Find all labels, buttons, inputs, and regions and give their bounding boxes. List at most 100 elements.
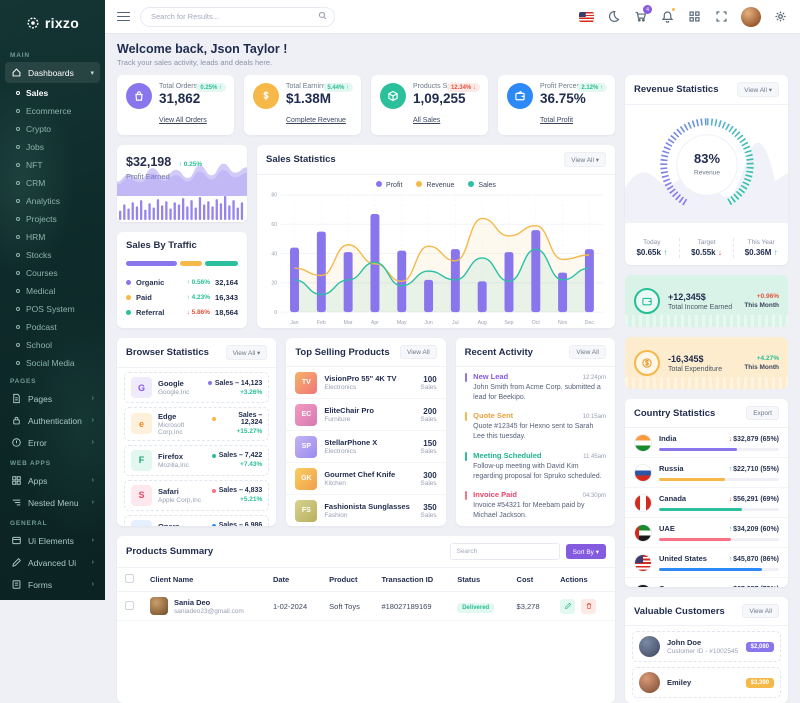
column-header[interactable]: Actions xyxy=(552,568,615,592)
browser-statistics-card: Browser Statistics View All ▾ G Google G… xyxy=(117,338,276,526)
chevron-right-icon: › xyxy=(92,439,94,446)
svg-text:Dec: Dec xyxy=(585,320,595,326)
column-header[interactable]: Date xyxy=(265,568,321,592)
sidebar-item-dashboards[interactable]: Dashboards ▾ xyxy=(5,62,100,83)
sidebar-item-nested-menu[interactable]: Nested Menu› xyxy=(5,492,100,513)
select-all-checkbox[interactable] xyxy=(125,574,134,583)
complete-revenue-link[interactable]: Complete Revenue xyxy=(286,117,346,124)
browser-row: F Firefox Mozilla,Inc Sales – 7,422 +7.4… xyxy=(124,445,269,476)
view-all-orders-link[interactable]: View All Orders xyxy=(159,117,207,124)
sidebar-subitem-label: Ecommerce xyxy=(26,106,71,116)
browser-logo-icon: G xyxy=(131,377,152,398)
activity-item: Quote Sent 10:15am Quote #12345 for Hexn… xyxy=(456,406,615,445)
svg-text:May: May xyxy=(397,320,407,326)
country-flag-icon xyxy=(634,524,652,542)
settings-gear-icon[interactable] xyxy=(773,9,788,24)
chevron-right-icon: › xyxy=(92,417,94,424)
column-header[interactable]: Status xyxy=(449,568,508,592)
row-checkbox[interactable] xyxy=(125,601,134,610)
stat-badge: 2.12% ↑ xyxy=(577,83,607,92)
activity-item: Invoice Paid 04:30pm Invoice #54321 for … xyxy=(456,485,615,524)
chevron-down-icon: ▾ xyxy=(90,69,94,77)
sidebar-subitem[interactable]: Crypto xyxy=(0,120,105,138)
sidebar-subitem[interactable]: Analytics xyxy=(0,192,105,210)
column-header[interactable]: Product xyxy=(321,568,373,592)
sidebar-item-error[interactable]: Error› xyxy=(5,432,100,453)
view-all-button[interactable]: View All ▾ xyxy=(226,345,268,360)
series-dot-icon xyxy=(212,489,216,493)
sidebar-item-ui-elements[interactable]: Ui Elements› xyxy=(5,530,100,551)
customer-amount-badge: $2,080 xyxy=(746,642,774,652)
sidebar-subitem[interactable]: Podcast xyxy=(0,318,105,336)
all-sales-link[interactable]: All Sales xyxy=(413,117,440,124)
products-summary-card: Products Summary Sort By ▾ Client Name D… xyxy=(117,536,615,703)
svg-text:Feb: Feb xyxy=(317,320,326,326)
sidebar-subitem[interactable]: Courses xyxy=(0,264,105,282)
sidebar-item-apps[interactable]: Apps› xyxy=(5,470,100,491)
edit-button[interactable] xyxy=(560,599,575,614)
sidebar-subitem[interactable]: School xyxy=(0,336,105,354)
sidebar-item-authentication[interactable]: Authentication› xyxy=(5,410,100,431)
sidebar-item-forms[interactable]: Forms› xyxy=(5,574,100,595)
sidebar-subitem[interactable]: Stocks xyxy=(0,246,105,264)
country-row: Russia ↑$22,710 (55%) xyxy=(625,458,788,488)
user-avatar[interactable] xyxy=(741,7,761,27)
export-button[interactable]: Export xyxy=(746,406,779,420)
cart-icon[interactable]: 4 xyxy=(633,9,648,24)
customer-row: Emiley $3,390 xyxy=(632,667,781,698)
chevron-right-icon: › xyxy=(92,477,94,484)
view-all-button[interactable]: View All xyxy=(569,345,606,359)
view-all-button[interactable]: View All ▾ xyxy=(564,152,606,167)
stat-value: 1,09,255 xyxy=(413,91,466,106)
notifications-bell-icon[interactable] xyxy=(660,9,675,24)
sort-by-button[interactable]: Sort By ▾ xyxy=(566,544,606,559)
sidebar-subitem[interactable]: Sales xyxy=(0,84,105,102)
series-dot-icon xyxy=(212,454,216,458)
sidebar-subitem[interactable]: Social Media xyxy=(0,354,105,372)
sidebar-subitem[interactable]: NFT xyxy=(0,156,105,174)
dark-mode-moon-icon[interactable] xyxy=(606,9,621,24)
sidebar-item-pages[interactable]: Pages› xyxy=(5,388,100,409)
total-profit-link[interactable]: Total Profit xyxy=(540,117,573,124)
cell-product: Soft Toys xyxy=(321,592,373,621)
sidebar-item-label: Ui Elements xyxy=(28,536,74,546)
total-expenditure-card: -16,345$ Total Expenditure +4.27% This M… xyxy=(625,337,788,389)
sidebar-subitem[interactable]: POS System xyxy=(0,300,105,318)
apps-grid-icon[interactable] xyxy=(687,9,702,24)
expense-value: -16,345$ xyxy=(668,354,722,364)
sidebar-subitem-label: CRM xyxy=(26,178,45,188)
sidebar-item-advanced-ui[interactable]: Advanced Ui› xyxy=(5,552,100,573)
svg-text:Jan: Jan xyxy=(290,320,298,326)
view-all-button[interactable]: View All xyxy=(742,604,779,618)
column-header[interactable]: Transaction ID xyxy=(373,568,449,592)
sidebar-subitem[interactable]: Jobs xyxy=(0,138,105,156)
sales-by-traffic-card: Sales By Traffic Organic ↑ 0.56% xyxy=(117,232,247,328)
cell-transaction-id: #18027189169 xyxy=(373,592,449,621)
search-input[interactable] xyxy=(140,7,335,27)
delete-button[interactable] xyxy=(581,599,596,614)
sidebar-subitem[interactable]: CRM xyxy=(0,174,105,192)
table-search-input[interactable] xyxy=(450,543,560,560)
sidebar-item-label: Dashboards xyxy=(28,68,74,78)
sidebar-subitem[interactable]: HRM xyxy=(0,228,105,246)
hamburger-menu-icon[interactable] xyxy=(117,9,130,23)
language-flag-icon[interactable] xyxy=(579,12,594,22)
column-header[interactable]: Client Name xyxy=(142,568,265,592)
view-all-button[interactable]: View All xyxy=(400,345,437,359)
column-header[interactable]: Cost xyxy=(509,568,553,592)
fullscreen-icon[interactable] xyxy=(714,9,729,24)
bullet-icon xyxy=(16,181,20,185)
sidebar-item-utilities[interactable]: Utilities› xyxy=(5,596,100,600)
trend-up-icon: ↑ xyxy=(774,248,778,257)
sidebar-subitem[interactable]: Projects xyxy=(0,210,105,228)
file-icon xyxy=(11,393,22,404)
customer-avatar xyxy=(639,636,660,657)
view-all-button[interactable]: View All ▾ xyxy=(737,82,779,97)
activity-marker xyxy=(465,373,468,382)
chevron-right-icon: › xyxy=(92,395,94,402)
sidebar-subitem[interactable]: Medical xyxy=(0,282,105,300)
sidebar-subitem-label: Crypto xyxy=(26,124,51,134)
search-icon[interactable] xyxy=(318,11,327,20)
brand-logo[interactable]: rixzo xyxy=(0,0,105,46)
sidebar-subitem[interactable]: Ecommerce xyxy=(0,102,105,120)
